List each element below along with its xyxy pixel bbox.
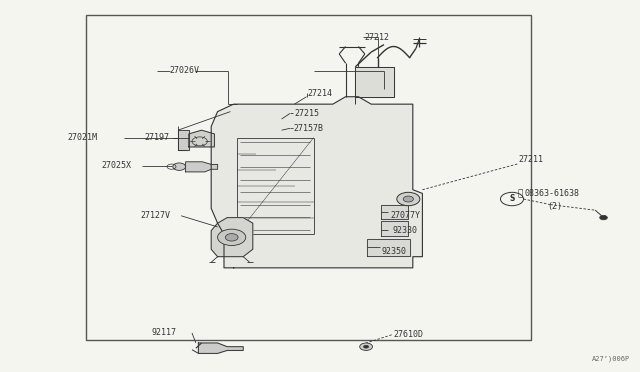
Circle shape [173,163,186,170]
Polygon shape [211,97,422,268]
Polygon shape [381,205,408,219]
Text: 92117: 92117 [152,328,177,337]
Text: 27610D: 27610D [393,330,423,339]
Text: 27025X: 27025X [101,161,131,170]
Text: 27127V: 27127V [141,211,171,220]
Text: 27197: 27197 [144,133,169,142]
Text: S: S [509,194,515,203]
Text: A27’)006P: A27’)006P [592,355,630,362]
Polygon shape [198,343,243,353]
Polygon shape [367,239,410,256]
Circle shape [600,215,607,220]
Text: 27077Y: 27077Y [390,211,420,220]
Text: 27211: 27211 [518,155,543,164]
Circle shape [225,234,238,241]
Text: 27214: 27214 [307,89,332,97]
Text: 27215: 27215 [294,109,319,118]
Text: 08363-61638: 08363-61638 [525,189,580,198]
Text: 27157B: 27157B [293,124,323,133]
Text: 92330: 92330 [392,226,417,235]
Polygon shape [178,130,189,150]
Text: 27026V: 27026V [170,66,200,75]
Text: 92350: 92350 [381,247,406,256]
Circle shape [403,196,413,202]
Polygon shape [211,218,253,257]
Text: 27212: 27212 [365,33,390,42]
Circle shape [364,345,369,348]
Circle shape [397,192,420,206]
Polygon shape [186,162,218,172]
Polygon shape [381,221,408,236]
Circle shape [360,343,372,350]
Polygon shape [189,130,214,147]
Text: (2): (2) [547,202,562,211]
Bar [86,15,531,340]
Text: Ⓢ: Ⓢ [517,189,522,198]
Circle shape [218,229,246,246]
Text: 27021M: 27021M [67,133,97,142]
Polygon shape [355,67,394,97]
